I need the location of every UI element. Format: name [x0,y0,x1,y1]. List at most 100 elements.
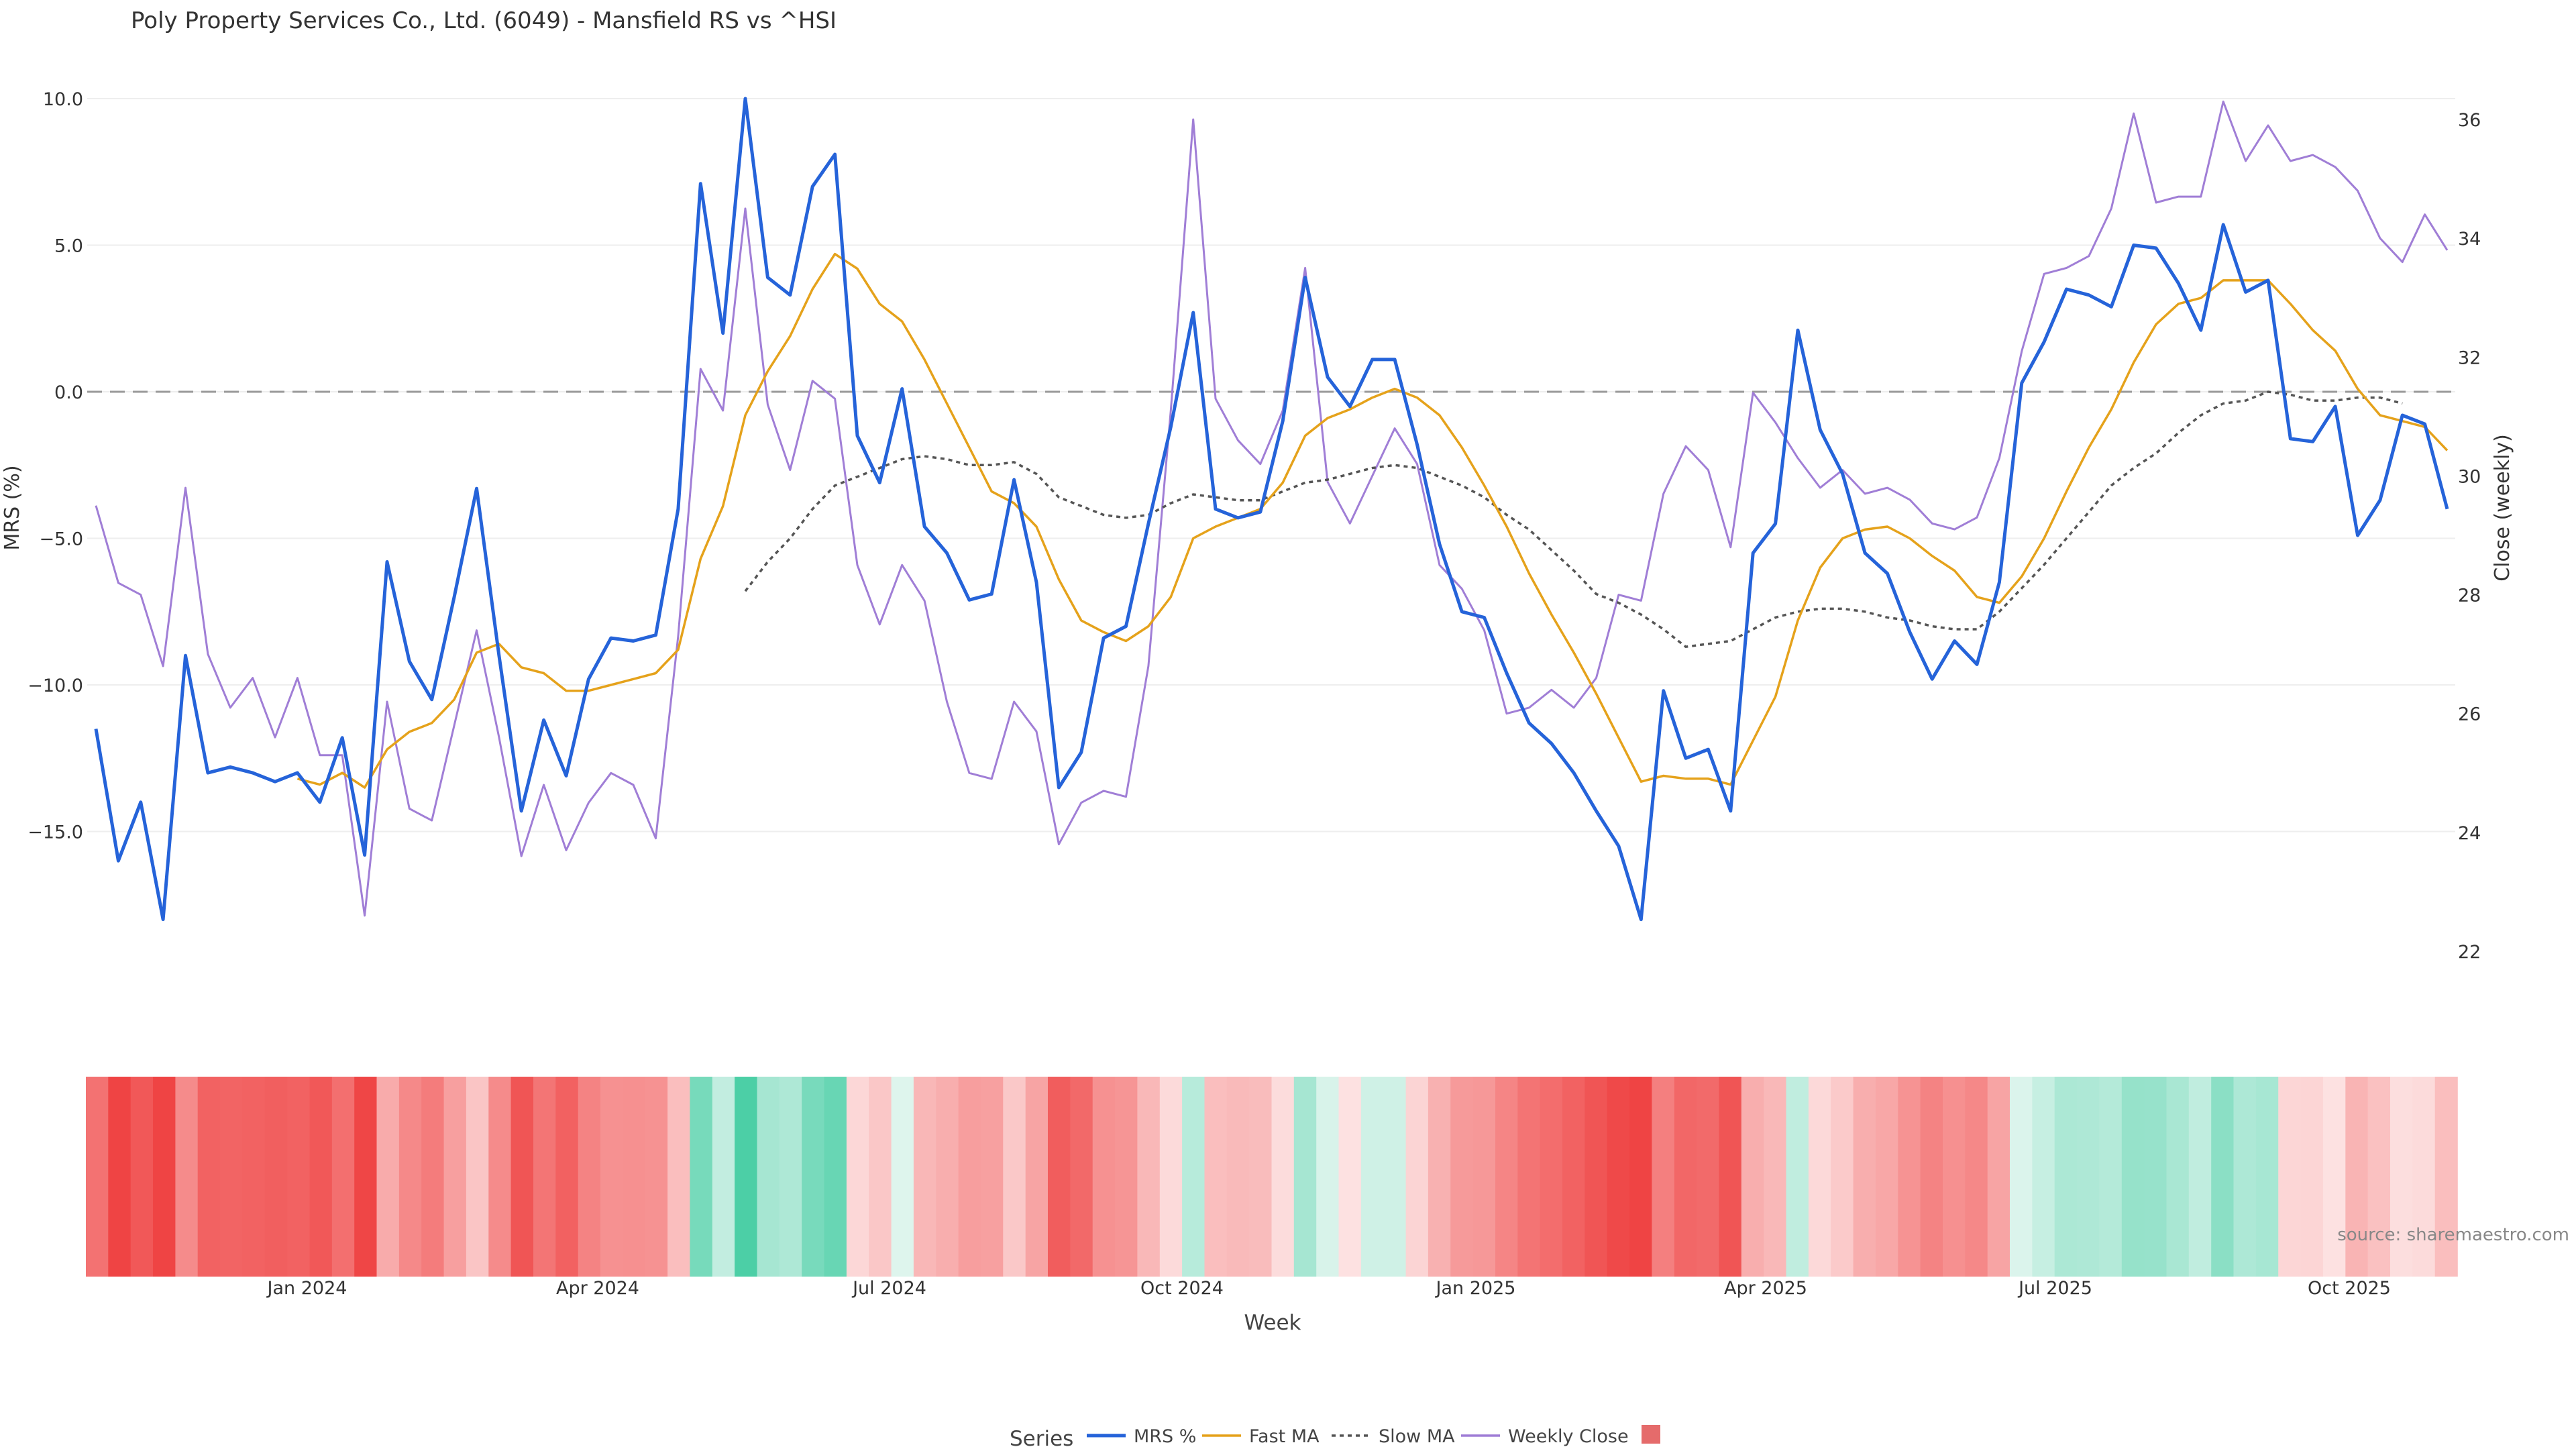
heatmap-cell [1585,1077,1608,1277]
heatmap-cell [1495,1077,1519,1277]
heatmap-cell [130,1077,154,1277]
x-tick-label: Apr 2025 [1724,1278,1807,1299]
heatmap-cell [86,1077,109,1277]
heatmap-cell [2233,1077,2257,1277]
chart-title: Poly Property Services Co., Ltd. (6049) … [131,7,837,34]
heatmap-cell [1652,1077,1675,1277]
legend: Series MRS % Fast MA Slow MA Weekly Close [1010,1425,1660,1449]
heatmap-cell [1360,1077,1384,1277]
heatmap-cell [2077,1077,2100,1277]
heatmap-cell [1786,1077,1809,1277]
heatmap-cell [197,1077,221,1277]
heatmap-cell [2099,1077,2123,1277]
legend-item-label: Weekly Close [1508,1426,1629,1447]
y-axis-left-ticks: 10.0 5.0 0.0 −5.0 −10.0 −15.0 [28,89,83,843]
heatmap-cell [578,1077,601,1277]
heatmap-cell [220,1077,244,1277]
heatmap-cell [1450,1077,1474,1277]
y-right-tick-label: 28 [2458,586,2481,606]
heatmap-cell [712,1077,735,1277]
heatmap-cell [1025,1077,1049,1277]
heatmap-cell [1182,1077,1205,1277]
heatmap-cell [1719,1077,1742,1277]
heatmap-cell [2300,1077,2324,1277]
heatmap-cell [667,1077,691,1277]
y-right-tick-label: 32 [2458,347,2481,368]
x-tick-label: Jul 2024 [851,1278,926,1299]
heatmap-cell [1293,1077,1317,1277]
x-tick-label: Jan 2024 [266,1278,347,1299]
heatmap-cell [1159,1077,1183,1277]
heatmap-cell [1808,1077,1831,1277]
heatmap-cell [913,1077,936,1277]
heatmap-cell [555,1077,579,1277]
heatmap-cell [2255,1077,2279,1277]
heatmap-cell [1853,1077,1876,1277]
series-lines [94,97,2449,922]
heatmap-cell [1405,1077,1429,1277]
heatmap-cell [1607,1077,1630,1277]
legend-item-label: Fast MA [1249,1426,1320,1447]
y-axis-right-ticks: 36 34 32 30 28 26 24 22 [2458,110,2481,963]
heatmap-cell [690,1077,713,1277]
heatmap-cell [1517,1077,1541,1277]
heatmap-cell [1674,1077,1697,1277]
heatmap-cell [2166,1077,2190,1277]
heatmap-cell [488,1077,512,1277]
heatmap-cell [1249,1077,1273,1277]
heatmap-cell [757,1077,780,1277]
heatmap-cell [958,1077,981,1277]
source-annotation: source: sharemaestro.com [2337,1225,2569,1245]
heatmap-cell [735,1077,758,1277]
y-right-tick-label: 22 [2458,942,2481,963]
series-line-weekly-close [95,100,2449,917]
heatmap-cell [600,1077,624,1277]
y-left-tick-label: −5.0 [39,529,83,550]
y-left-tick-label: −10.0 [28,676,83,696]
heatmap-cell [511,1077,534,1277]
heatmap-cell [2054,1077,2078,1277]
heatmap-cell [623,1077,646,1277]
heatmap-cell [1003,1077,1026,1277]
y-left-tick-label: 10.0 [43,89,83,110]
y-left-tick-label: 5.0 [54,236,83,257]
heatmap-cell [2278,1077,2302,1277]
y-right-tick-label: 26 [2458,704,2481,725]
y-right-tick-label: 34 [2458,229,2481,250]
heatmap-cell [1965,1077,1988,1277]
legend-item-label: MRS % [1134,1426,1196,1447]
heatmap-cell [175,1077,199,1277]
heatmap-cell [2032,1077,2055,1277]
heatmap-cell [1226,1077,1250,1277]
y-left-tick-label: −15.0 [28,822,83,843]
heatmap-cell [309,1077,333,1277]
y-axis-left-label: MRS (%) [1,465,24,550]
heatmap-cell [1898,1077,1921,1277]
heatmap-cell [153,1077,176,1277]
x-tick-label: Jan 2025 [1435,1278,1516,1299]
heatmap-cell [1204,1077,1228,1277]
heatmap-cell [1987,1077,2010,1277]
heatmap-cell [981,1077,1004,1277]
heatmap-cell [802,1077,825,1277]
heatmap-cell [1383,1077,1407,1277]
legend-item-label: Slow MA [1379,1426,1455,1447]
heatmap-cell [1271,1077,1295,1277]
heatmap-cell [1092,1077,1116,1277]
heatmap-cell [2121,1077,2145,1277]
heatmap-cell [869,1077,892,1277]
y-right-tick-label: 30 [2458,466,2481,487]
heatmap-cell [1540,1077,1563,1277]
x-axis-label: Week [1244,1311,1301,1335]
heatmap-cell [1137,1077,1161,1277]
series-line-mrs [94,97,2449,922]
y-right-tick-label: 36 [2458,110,2481,131]
y-axis-right-label: Close (weekly) [2491,434,2514,582]
heatmap-cell [108,1077,131,1277]
heatmap-cell [2412,1077,2436,1277]
heatmap-cell [891,1077,914,1277]
heatmap-cell [2211,1077,2235,1277]
heatmap-cell [2144,1077,2167,1277]
heatmap-cell [1764,1077,1787,1277]
